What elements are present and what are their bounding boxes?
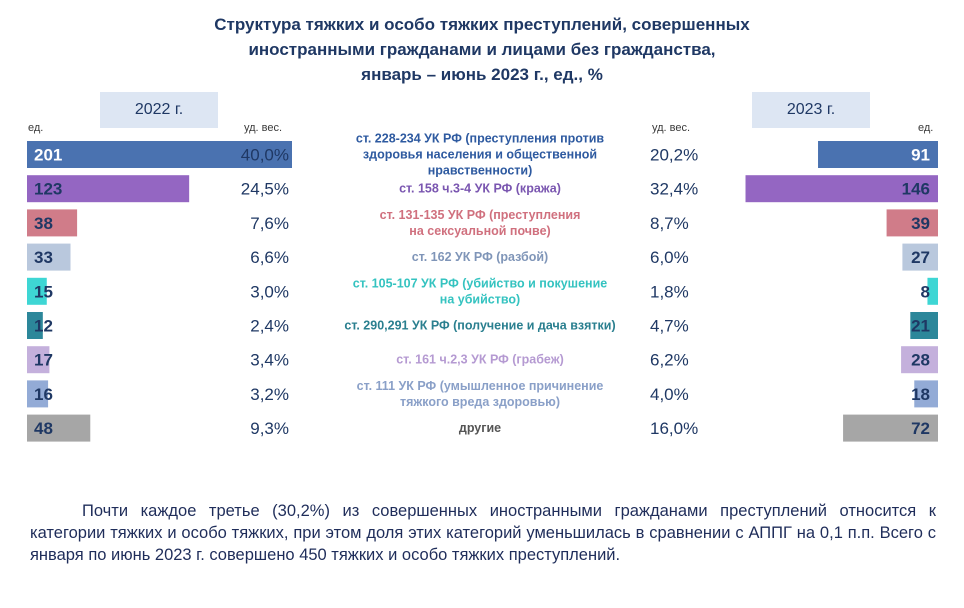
value-label-2023-8: 72 [911,419,930,438]
bar-2023-1 [745,175,938,203]
unit-header-right: ед. [918,122,934,134]
share-label-2022-6: 3,4% [250,351,289,370]
value-label-2022-1: 123 [34,180,62,199]
value-label-2023-3: 27 [911,248,930,267]
category-label-0-line-2: нравственности) [428,164,533,178]
share-label-2023-4: 1,8% [650,282,689,301]
bar-2022-5 [27,312,43,339]
value-label-2022-7: 16 [34,385,53,404]
bar-2023-0 [818,141,938,168]
value-label-2023-2: 39 [911,214,930,233]
share-label-2022-1: 24,5% [241,180,289,199]
value-label-2022-2: 38 [34,214,53,233]
bar-2022-3 [27,243,71,271]
share-label-2022-0: 40,0% [241,146,289,165]
value-label-2023-7: 18 [911,385,930,404]
share-label-2022-2: 7,6% [250,214,289,233]
summary-paragraph: Почти каждое третье (30,2%) из совершенн… [30,502,936,564]
bar-2022-1 [27,175,190,203]
bar-2022-8 [27,414,91,442]
value-label-2022-4: 15 [34,282,53,301]
share-header-left: уд. вес. [244,122,283,134]
share-label-2023-3: 6,0% [650,248,689,267]
value-label-2022-0: 201 [34,146,62,165]
chart-title-line-3: январь – июнь 2023 г., ед., % [361,65,603,84]
value-label-2023-6: 28 [911,351,930,370]
share-label-2023-7: 4,0% [650,385,689,404]
category-label-4-line-0: ст. 105-107 УК РФ (убийство и покушение [353,276,608,290]
bar-2023-3 [902,243,938,271]
bar-2023-2 [886,209,938,237]
bar-2022-6 [27,346,50,374]
category-label-8-line-0: другие [459,421,501,435]
year-label-2022: 2022 г. [100,92,218,128]
chart-title-line-2: иностранными гражданами и лицами без гра… [248,40,716,59]
year-label-2023: 2023 г. [752,92,870,128]
category-label-3-line-0: ст. 162 УК РФ (разбой) [412,250,548,264]
category-label-5-line-0: ст. 290,291 УК РФ (получение и дача взят… [344,319,615,333]
value-label-2023-1: 146 [902,180,930,199]
bar-2023-7 [914,380,938,408]
butterfly-bar-chart: 201 40,0% 91 20,2% ст. 228-234 УК РФ (престу… [27,132,938,442]
chart-title: Структура тяжких и особо тяжких преступл… [0,12,964,87]
share-header-right: уд. вес. [652,122,691,134]
share-label-2022-4: 3,0% [250,282,289,301]
category-label-0-line-0: ст. 228-234 УК РФ (преступления против [356,132,605,146]
value-label-2022-3: 33 [34,248,53,267]
value-label-2023-0: 91 [911,146,930,165]
bar-2023-8 [843,414,938,442]
share-label-2022-5: 2,4% [250,317,289,336]
category-label-2-line-0: ст. 131-135 УК РФ (преступления [380,208,581,222]
bar-2022-0 [27,141,292,168]
category-label-7-line-0: ст. 111 УК РФ (умышленное причинение [357,379,604,393]
category-label-1-line-0: ст. 158 ч.3-4 УК РФ (кража) [399,182,561,196]
share-label-2022-3: 6,6% [250,248,289,267]
unit-header-left: ед. [28,122,44,134]
share-label-2022-7: 3,2% [250,385,289,404]
share-label-2023-8: 16,0% [650,419,698,438]
bar-2023-5 [910,312,938,339]
share-label-2023-0: 20,2% [650,146,698,165]
chart-title-line-1: Структура тяжких и особо тяжких преступл… [214,15,750,34]
bar-2022-4 [27,277,47,305]
bar-2022-2 [27,209,78,237]
category-label-0-line-1: здоровья населения и общественной [363,148,597,162]
share-label-2023-6: 6,2% [650,351,689,370]
share-label-2022-8: 9,3% [250,419,289,438]
category-label-7-line-1: тяжкого вреда здоровью) [400,395,560,409]
category-label-2-line-1: на сексуальной почве) [409,224,550,238]
value-label-2022-5: 12 [34,317,53,336]
category-label-4-line-1: на убийство) [440,292,520,306]
bar-2023-6 [901,346,938,374]
value-label-2023-5: 21 [911,317,930,336]
share-label-2023-2: 8,7% [650,214,689,233]
value-label-2022-8: 48 [34,419,53,438]
share-label-2023-5: 4,7% [650,317,689,336]
value-label-2023-4: 8 [921,282,930,301]
bar-2022-7 [27,380,49,408]
category-label-6-line-0: ст. 161 ч.2,3 УК РФ (грабеж) [396,353,564,367]
bar-2023-4 [927,277,938,305]
value-label-2022-6: 17 [34,351,53,370]
share-label-2023-1: 32,4% [650,180,698,199]
